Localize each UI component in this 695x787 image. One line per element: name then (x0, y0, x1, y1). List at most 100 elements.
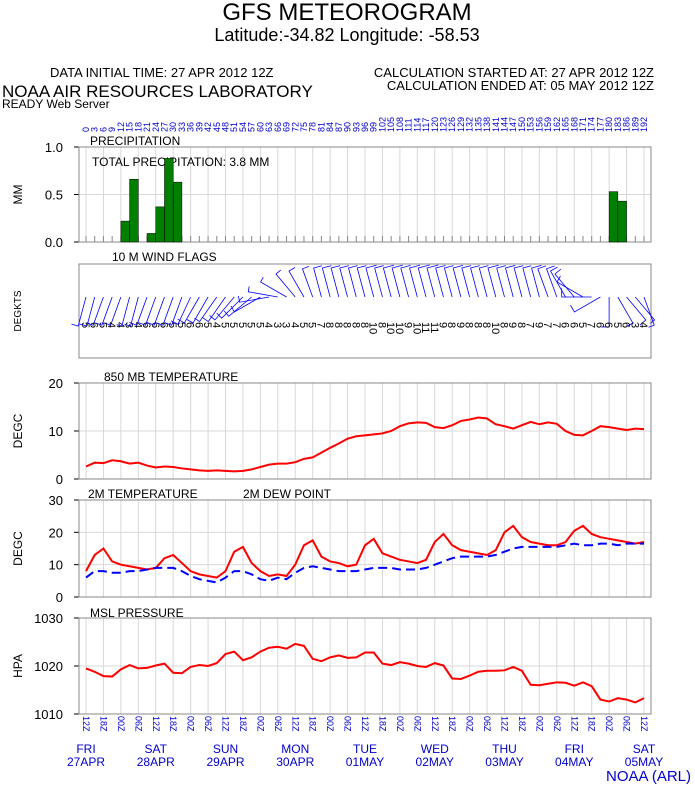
wind-barb (356, 265, 367, 298)
time-label: 12Z (430, 716, 440, 732)
date-label: 02MAY (416, 755, 454, 769)
hour-label: 81 (316, 122, 326, 132)
wind-barb (365, 264, 377, 298)
wind-barb (601, 297, 610, 328)
hour-label: 96 (360, 122, 370, 132)
hour-label: 147 (508, 117, 518, 132)
date-label: 01MAY (346, 755, 384, 769)
hour-label: 102 (377, 117, 387, 132)
panel-title: 850 MB TEMPERATURE (104, 370, 238, 384)
hour-label: 177 (595, 117, 605, 132)
time-label: 12Z (360, 716, 370, 732)
y-tick-label: 10 (49, 424, 63, 439)
y-tick-label: 1010 (34, 707, 63, 722)
wind-speed: 8 (445, 322, 457, 328)
hour-label: 192 (639, 117, 649, 132)
wind-speed: 8 (498, 322, 510, 328)
hour-label: 18 (133, 122, 143, 132)
wind-barb (570, 296, 601, 313)
wind-speed: 11 (419, 322, 431, 333)
wind-speed: 4 (288, 322, 300, 328)
legend-label: 2M DEW POINT (243, 487, 332, 501)
hour-label: 63 (264, 122, 274, 132)
wind-barb (194, 296, 218, 323)
calc-ended: CALCULATION ENDED AT: 05 MAY 2012 12Z (387, 78, 654, 93)
date-label: 30APR (276, 755, 314, 769)
wind-barb (470, 265, 480, 298)
wind-barb (313, 265, 323, 298)
hour-label: 99 (369, 122, 379, 132)
wind-speed: 5 (306, 322, 318, 328)
hour-label: 120 (430, 117, 440, 132)
y-tick-label: 0 (56, 590, 63, 605)
hour-label: 189 (630, 117, 640, 132)
wind-speed: 9 (402, 322, 414, 328)
wind-speed: 10 (393, 322, 405, 334)
wind-speed: 8 (358, 322, 370, 328)
wind-speed: 5 (297, 322, 309, 328)
wind-barb (260, 277, 287, 298)
hour-label: 72 (290, 122, 300, 132)
hour-label: 9 (107, 127, 117, 132)
wind-speed: 5 (219, 322, 231, 328)
wind-speed: 4 (105, 322, 117, 328)
wind-barb (330, 265, 341, 298)
hour-label: 135 (473, 117, 483, 132)
wind-speed: 5 (166, 322, 178, 328)
y-tick-label: 1.0 (45, 140, 63, 155)
date-label: 27APR (67, 755, 105, 769)
time-label: 06Z (273, 716, 283, 732)
data-line (85, 416, 645, 473)
data-line (85, 642, 645, 704)
hour-label: 87 (334, 122, 344, 132)
time-label: 18Z (168, 716, 178, 732)
wind-speed: 8 (463, 322, 475, 328)
wind-barb (374, 265, 384, 298)
time-label: 12Z (81, 716, 91, 732)
wind-barb (461, 265, 472, 298)
precip-bar (608, 191, 619, 243)
wind-barb (216, 296, 244, 319)
wind-barb (561, 288, 592, 298)
day-label: MON (281, 742, 309, 756)
hour-label: 159 (543, 117, 553, 132)
hour-label: 24 (151, 122, 161, 132)
hour-label: 144 (500, 117, 510, 132)
hour-label: 180 (604, 117, 614, 132)
wind-barb (202, 296, 226, 323)
wind-barb (452, 264, 464, 298)
y-tick-label: 1020 (34, 659, 63, 674)
hour-label: 126 (447, 117, 457, 132)
wind-barb (275, 269, 296, 298)
y-axis-label: HPA (11, 654, 25, 678)
wind-speed: 3 (271, 322, 283, 328)
time-label: 18Z (517, 716, 527, 732)
y-axis-label: DEGKTS (13, 290, 24, 331)
precip-bar (129, 179, 139, 243)
hour-label: 93 (351, 122, 361, 132)
wind-speed: 6 (157, 322, 169, 328)
wind-speed: 5 (96, 322, 108, 328)
time-label: 06Z (343, 716, 353, 732)
wind-barb (339, 265, 349, 298)
wind-speed: 9 (454, 322, 466, 328)
wind-speed: 7 (314, 322, 326, 328)
hour-label: 108 (395, 117, 405, 132)
wind-barb (71, 296, 87, 327)
time-label: 00Z (186, 716, 196, 732)
calc-started: CALCULATION STARTED AT: 27 APR 2012 12Z (374, 65, 654, 80)
hour-label: 33 (177, 122, 187, 132)
y-axis-label: DEGC (11, 413, 25, 448)
wind-barb (95, 296, 113, 326)
hour-label: 129 (456, 117, 466, 132)
wind-speed: 9 (436, 322, 448, 328)
subtitle: Latitude:-34.82 Longitude: -58.53 (214, 25, 479, 45)
time-label: 00Z (534, 716, 544, 732)
wind-barb (531, 264, 542, 298)
time-label: 00Z (116, 716, 126, 732)
y-tick-label: 30 (49, 493, 63, 508)
wind-barb (104, 296, 122, 326)
wind-barb (209, 296, 235, 321)
time-label: 18Z (98, 716, 108, 732)
panel-frame (78, 617, 652, 715)
